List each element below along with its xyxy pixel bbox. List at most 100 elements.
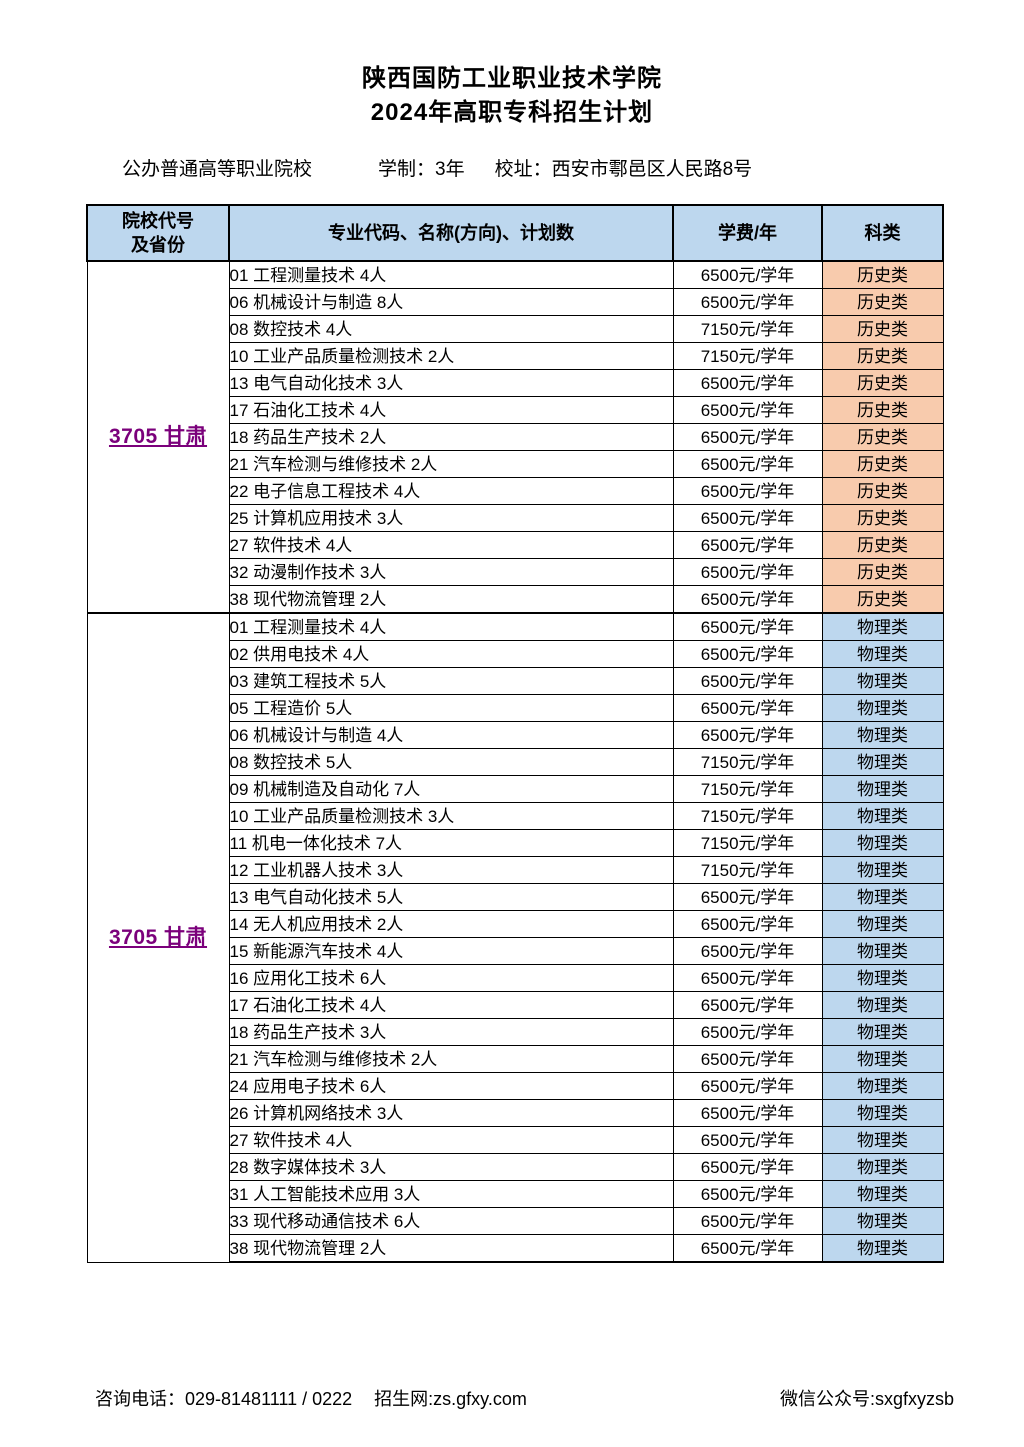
table-row: 33 现代移动通信技术 6人 6500元/学年 物理类 — [87, 1207, 944, 1235]
table-row: 17 石油化工技术 4人 6500元/学年 历史类 — [87, 396, 944, 424]
tuition-fee-cell: 6500元/学年 — [672, 1045, 823, 1073]
table-row: 12 工业机器人技术 3人 7150元/学年 物理类 — [87, 856, 944, 884]
table-row: 25 计算机应用技术 3人 6500元/学年 历史类 — [87, 504, 944, 532]
subject-type-cell: 历史类 — [821, 558, 944, 586]
major-cell: 13 电气自动化技术 5人 — [228, 883, 674, 911]
table-row: 16 应用化工技术 6人 6500元/学年 物理类 — [87, 964, 944, 992]
subject-type-cell: 历史类 — [821, 369, 944, 397]
subject-type-cell: 历史类 — [821, 260, 944, 289]
study-duration-label: 学制：3年 — [378, 159, 465, 180]
wechat-account: 微信公众号:sxgfxyzsb — [779, 1389, 954, 1409]
tuition-fee-cell: 7150元/学年 — [672, 856, 823, 884]
subject-type-cell: 物理类 — [821, 694, 944, 722]
tuition-fee-cell: 6500元/学年 — [672, 477, 823, 505]
table-header-row: 院校代号 及省份 专业代码、名称(方向)、计划数 学费/年 科类 — [86, 204, 944, 262]
tuition-fee-cell: 6500元/学年 — [672, 369, 823, 397]
subject-type-cell: 物理类 — [821, 748, 944, 776]
subject-type-cell: 历史类 — [821, 423, 944, 451]
major-cell: 02 供用电技术 4人 — [228, 640, 674, 668]
tuition-fee-cell: 6500元/学年 — [672, 612, 823, 641]
tuition-fee-cell: 7150元/学年 — [672, 829, 823, 857]
school-type-label: 公办普通高等职业院校 — [122, 159, 313, 180]
major-cell: 09 机械制造及自动化 7人 — [228, 775, 674, 803]
tuition-fee-cell: 6500元/学年 — [672, 423, 823, 451]
subject-type-cell: 物理类 — [821, 1072, 944, 1100]
table-row: 05 工程造价 5人 6500元/学年 物理类 — [87, 694, 944, 722]
major-cell: 08 数控技术 4人 — [228, 315, 674, 343]
tuition-fee-cell: 6500元/学年 — [672, 504, 823, 532]
page-title-line2: 2024年高职专科招生计划 — [370, 99, 654, 126]
subject-type-cell: 物理类 — [821, 802, 944, 830]
major-cell: 27 软件技术 4人 — [228, 531, 674, 559]
admission-website: 招生网:zs.gfxy.com — [374, 1389, 527, 1409]
tuition-fee-cell: 6500元/学年 — [672, 640, 823, 668]
institution-code-cell: 3705 甘肃 — [86, 612, 230, 1263]
major-cell: 21 汽车检测与维修技术 2人 — [228, 450, 674, 478]
table-row: 11 机电一体化技术 7人 7150元/学年 物理类 — [87, 829, 944, 857]
table-row: 3705 甘肃 01 工程测量技术 4人 6500元/学年 历史类 — [86, 260, 944, 614]
subject-type-cell: 物理类 — [821, 775, 944, 803]
tuition-fee-cell: 6500元/学年 — [672, 964, 823, 992]
major-cell: 33 现代移动通信技术 6人 — [228, 1207, 674, 1235]
tuition-fee-cell: 6500元/学年 — [672, 1180, 823, 1208]
subject-type-cell: 历史类 — [821, 585, 944, 614]
subject-type-cell: 物理类 — [821, 937, 944, 965]
tuition-fee-cell: 6500元/学年 — [672, 531, 823, 559]
major-cell: 38 现代物流管理 2人 — [228, 585, 674, 614]
tuition-fee-cell: 6500元/学年 — [672, 585, 823, 614]
tuition-fee-cell: 6500元/学年 — [672, 1234, 823, 1263]
major-cell: 32 动漫制作技术 3人 — [228, 558, 674, 586]
tuition-fee-cell: 6500元/学年 — [672, 883, 823, 911]
major-cell: 11 机电一体化技术 7人 — [228, 829, 674, 857]
major-cell: 17 石油化工技术 4人 — [228, 396, 674, 424]
column-header-fee: 学费/年 — [672, 204, 823, 262]
table-row: 02 供用电技术 4人 6500元/学年 物理类 — [87, 640, 944, 668]
table-row: 13 电气自动化技术 3人 6500元/学年 历史类 — [87, 369, 944, 397]
subject-type-cell: 历史类 — [821, 450, 944, 478]
subject-type-cell: 物理类 — [821, 1153, 944, 1181]
table-row: 06 机械设计与制造 8人 6500元/学年 历史类 — [87, 288, 944, 316]
table-row: 24 应用电子技术 6人 6500元/学年 物理类 — [87, 1072, 944, 1100]
major-cell: 14 无人机应用技术 2人 — [228, 910, 674, 938]
table-row: 10 工业产品质量检测技术 3人 7150元/学年 物理类 — [87, 802, 944, 830]
subject-type-cell: 物理类 — [821, 910, 944, 938]
table-body: 3705 甘肃 01 工程测量技术 4人 6500元/学年 历史类 06 机械设计与制造… — [86, 260, 944, 1263]
subject-type-cell: 物理类 — [821, 1234, 944, 1263]
subject-type-cell: 物理类 — [821, 1207, 944, 1235]
subject-type-cell: 物理类 — [821, 964, 944, 992]
column-header-code-line2: 及省份 — [131, 235, 185, 255]
table-row: 15 新能源汽车技术 4人 6500元/学年 物理类 — [87, 937, 944, 965]
table-row: 06 机械设计与制造 4人 6500元/学年 物理类 — [87, 721, 944, 749]
table-row: 13 电气自动化技术 5人 6500元/学年 物理类 — [87, 883, 944, 911]
subject-type-cell: 物理类 — [821, 1018, 944, 1046]
subject-type-cell: 历史类 — [821, 477, 944, 505]
major-cell: 17 石油化工技术 4人 — [228, 991, 674, 1019]
subject-type-cell: 历史类 — [821, 288, 944, 316]
column-header-type: 科类 — [821, 204, 944, 262]
tuition-fee-cell: 6500元/学年 — [672, 260, 823, 289]
tuition-fee-cell: 7150元/学年 — [672, 775, 823, 803]
table-row: 09 机械制造及自动化 7人 7150元/学年 物理类 — [87, 775, 944, 803]
tuition-fee-cell: 6500元/学年 — [672, 1126, 823, 1154]
major-cell: 03 建筑工程技术 5人 — [228, 667, 674, 695]
admission-plan-table: 院校代号 及省份 专业代码、名称(方向)、计划数 学费/年 科类 3705 甘肃… — [86, 204, 944, 1263]
major-cell: 06 机械设计与制造 4人 — [228, 721, 674, 749]
institution-code-label: 3705 甘肃 — [108, 925, 208, 949]
tuition-fee-cell: 6500元/学年 — [672, 667, 823, 695]
subject-type-cell: 历史类 — [821, 342, 944, 370]
table-row: 28 数字媒体技术 3人 6500元/学年 物理类 — [87, 1153, 944, 1181]
major-cell: 38 现代物流管理 2人 — [228, 1234, 674, 1263]
tuition-fee-cell: 6500元/学年 — [672, 937, 823, 965]
tuition-fee-cell: 6500元/学年 — [672, 558, 823, 586]
table-row: 38 现代物流管理 2人 6500元/学年 物理类 — [87, 1234, 944, 1263]
table-row: 18 药品生产技术 2人 6500元/学年 历史类 — [87, 423, 944, 451]
tuition-fee-cell: 6500元/学年 — [672, 991, 823, 1019]
major-cell: 13 电气自动化技术 3人 — [228, 369, 674, 397]
tuition-fee-cell: 7150元/学年 — [672, 802, 823, 830]
tuition-fee-cell: 6500元/学年 — [672, 1072, 823, 1100]
tuition-fee-cell: 7150元/学年 — [672, 748, 823, 776]
tuition-fee-cell: 6500元/学年 — [672, 1099, 823, 1127]
tuition-fee-cell: 6500元/学年 — [672, 1207, 823, 1235]
institution-code-label: 3705 甘肃 — [108, 425, 208, 448]
